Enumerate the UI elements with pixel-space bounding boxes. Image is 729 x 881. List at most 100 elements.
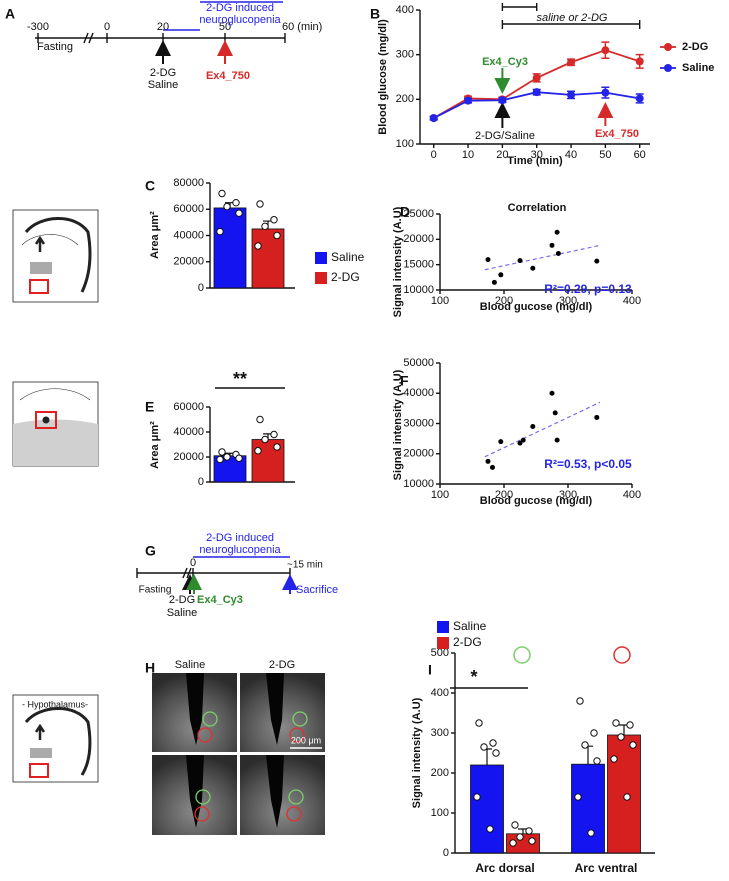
y-tick-label: 40000 — [403, 387, 434, 399]
tick-label: 0 — [190, 557, 196, 569]
panel-letter: B — [370, 6, 380, 22]
x-tick-label: 30 — [531, 149, 543, 161]
x-tick-label: 400 — [623, 295, 641, 307]
marker — [635, 94, 644, 103]
y-tick-label: 0 — [198, 282, 204, 294]
marker — [429, 114, 438, 123]
y-tick-label: 15000 — [403, 259, 434, 271]
micrographs: H Saline 2-DG 200 μm — [145, 659, 325, 835]
column-label: Saline — [175, 659, 206, 671]
y-tick-label: 80000 — [173, 177, 204, 189]
data-point — [254, 447, 262, 455]
schematic-label: - Hypothalamus- — [22, 699, 88, 709]
y-tick-label: 40000 — [173, 229, 204, 241]
data-point — [576, 697, 584, 705]
data-point — [270, 430, 278, 439]
x-tick-label: 0 — [431, 149, 437, 161]
x-tick-label: 50 — [599, 149, 611, 161]
data-point — [530, 424, 536, 430]
y-tick-label: 300 — [431, 727, 449, 739]
x-tick-label: 300 — [559, 489, 577, 501]
data-point — [235, 454, 243, 462]
y-tick-label: 20000 — [403, 233, 434, 245]
data-point — [218, 448, 226, 456]
data-point — [517, 258, 523, 264]
period-label: neuroglucopenia — [199, 544, 281, 556]
data-point — [623, 793, 631, 801]
data-point — [590, 729, 598, 737]
data-point — [549, 242, 555, 248]
bar — [571, 763, 605, 854]
treatment-label: Saline — [167, 607, 198, 619]
data-point — [511, 821, 519, 829]
marker — [567, 58, 576, 67]
data-point — [254, 242, 262, 250]
data-point — [223, 202, 231, 211]
roi-circles — [194, 711, 308, 822]
period-label: 2-DG induced — [206, 2, 274, 14]
data-point — [218, 189, 226, 198]
y-tick-label: 200 — [396, 93, 414, 105]
data-point — [256, 415, 264, 424]
y-tick-label: 100 — [431, 807, 449, 819]
panel-letter: D — [400, 204, 410, 220]
y-axis-label: Area μm² — [149, 211, 161, 259]
x-tick-label: 100 — [431, 489, 449, 501]
y-tick-label: 50000 — [403, 357, 434, 369]
legend-marker — [664, 64, 672, 72]
data-point — [528, 837, 536, 845]
data-point — [525, 827, 533, 835]
x-tick-label: 200 — [495, 489, 513, 501]
data-point — [554, 437, 560, 443]
data-point — [486, 825, 494, 833]
legend-marker — [664, 43, 672, 51]
x-tick-label: 100 — [431, 295, 449, 307]
bracket — [501, 20, 641, 29]
x-tick-label: Arc ventral — [575, 861, 638, 875]
marker — [567, 90, 576, 99]
bar — [607, 734, 641, 854]
period-label: neuroglucopenia — [199, 14, 281, 26]
y-tick-label: 300 — [396, 49, 414, 61]
annotation: saline or 2-DG — [537, 12, 608, 24]
treatment-label: Saline — [148, 79, 179, 91]
y-axis-label: Signal intensity (A.U) — [392, 369, 404, 480]
marker — [532, 73, 541, 82]
panel-letter: C — [145, 178, 155, 194]
y-tick-label: 25000 — [403, 208, 434, 220]
data-point — [223, 453, 231, 461]
series-line — [433, 49, 640, 119]
legend-swatch — [315, 272, 327, 284]
y-tick-label: 0 — [443, 847, 449, 859]
tick-label: 20 — [157, 21, 169, 33]
data-point — [555, 251, 561, 257]
fasting-label: Fasting — [37, 41, 73, 53]
x-tick-label: 40 — [565, 149, 577, 161]
sacrifice-label: Sacrifice — [296, 584, 338, 596]
period-label: 2-DG induced — [206, 532, 274, 544]
y-tick-label: 30000 — [403, 417, 434, 429]
data-point — [626, 721, 634, 729]
y-tick-label: 0 — [198, 476, 204, 488]
y-axis-label: Signal intensity (A.U) — [392, 206, 404, 317]
data-point — [629, 741, 637, 749]
legend-label: Saline — [331, 250, 365, 264]
legend-label: Saline — [682, 62, 714, 74]
data-point — [594, 258, 600, 264]
legend-swatch — [437, 637, 449, 649]
data-point — [491, 279, 497, 285]
x-axis-label: Blood gucose (mg/dl) — [480, 301, 593, 313]
y-tick-label: 400 — [396, 4, 414, 16]
y-tick-label: 100 — [396, 138, 414, 150]
tick-label: ~15 min — [287, 560, 323, 571]
panel-letter: F — [400, 373, 409, 389]
data-point — [498, 439, 504, 445]
bar — [251, 228, 285, 289]
data-point — [256, 200, 264, 208]
y-tick-label: 20000 — [173, 451, 204, 463]
data-point — [517, 440, 523, 446]
data-point — [235, 209, 243, 217]
data-point — [593, 757, 601, 765]
y-axis-label: Area μm² — [149, 421, 161, 469]
scale-bar-label: 200 μm — [291, 735, 321, 745]
